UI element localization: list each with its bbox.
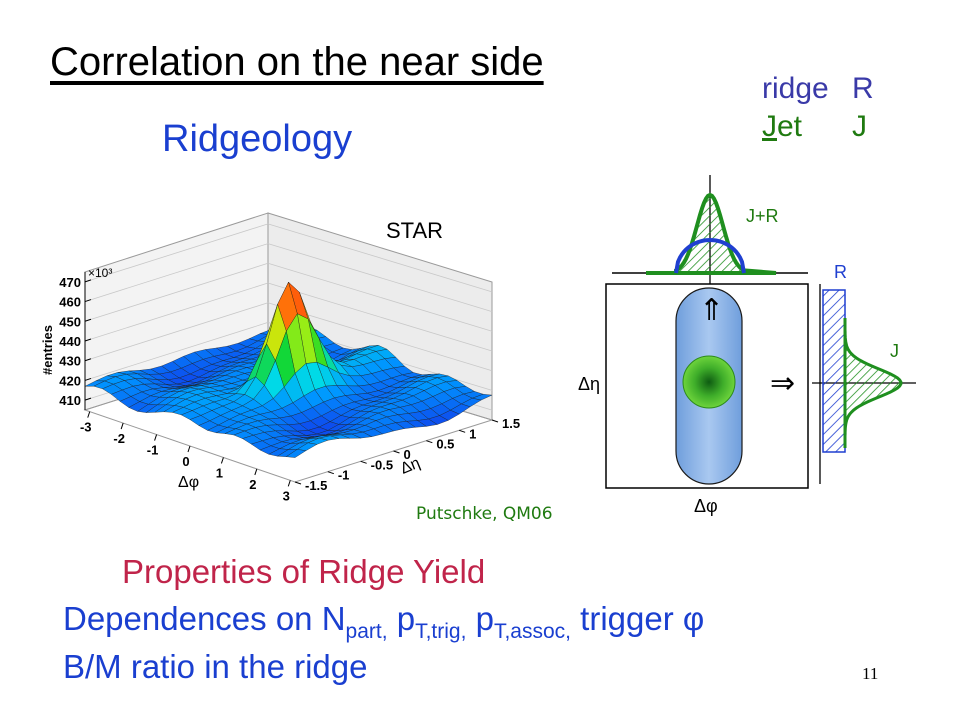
arrow-right-icon: ⇒ bbox=[770, 367, 795, 400]
z-tick-label: 420 bbox=[59, 373, 81, 388]
right-projection-jet-peak bbox=[843, 318, 903, 448]
slide-title: Correlation on the near side bbox=[50, 40, 544, 84]
label-ridge: R bbox=[834, 262, 847, 282]
legend-ridge-symbol: R bbox=[852, 72, 874, 105]
eta-tick-label: 1.5 bbox=[502, 416, 520, 431]
z-axis-title: #entries bbox=[40, 325, 55, 375]
legend-jet-name-initial: J bbox=[762, 110, 777, 143]
legend-ridge-name: ridge bbox=[762, 72, 829, 105]
phi-tick-label: -2 bbox=[113, 431, 125, 446]
z-axis-ticks: 410 420 430 440 450 460 470 bbox=[59, 275, 92, 408]
z-tick-label: 450 bbox=[59, 314, 81, 329]
eta-tick-label: -1 bbox=[338, 468, 350, 483]
phi-axis-label: Δφ bbox=[178, 474, 199, 491]
surface-mesh bbox=[84, 281, 493, 458]
eta-tick-label: -0.5 bbox=[371, 457, 393, 472]
dep-mid1: p bbox=[387, 600, 416, 637]
jet-region bbox=[682, 355, 736, 409]
figure-credit: Putschke, QM06 bbox=[416, 504, 553, 524]
properties-heading: Properties of Ridge Yield bbox=[122, 553, 486, 590]
label-delta-phi: Δφ bbox=[694, 496, 718, 516]
legend-jet-name: Jet bbox=[762, 110, 802, 144]
eta-tick-label: 0.5 bbox=[436, 437, 454, 452]
dep-prefix: Dependences on N bbox=[63, 600, 346, 637]
dep-suffix: trigger φ bbox=[571, 600, 705, 637]
dep-sub-trig: T,trig, bbox=[415, 620, 467, 643]
legend-jet-symbol: J bbox=[852, 110, 867, 143]
eta-tick-label: -1.5 bbox=[305, 478, 327, 493]
z-tick-label: 430 bbox=[59, 354, 81, 369]
surface-cell bbox=[285, 449, 307, 458]
label-delta-eta: Δη bbox=[578, 374, 600, 394]
dep-sub-assoc: T,assoc, bbox=[493, 620, 571, 643]
z-tick-label: 410 bbox=[59, 393, 81, 408]
legend-jet-name-rest: et bbox=[777, 110, 803, 143]
phi-tick-label: 2 bbox=[249, 477, 256, 492]
arrow-up-icon: ⇑ bbox=[699, 294, 724, 327]
dep-sub-part: part, bbox=[345, 620, 388, 643]
z-tick-label: 470 bbox=[59, 275, 81, 290]
dependences-line: Dependences on Npart, pT,trig, pT,assoc,… bbox=[63, 600, 704, 644]
top-projection-ridge-bump bbox=[674, 237, 746, 274]
experiment-label: STAR bbox=[386, 218, 444, 243]
z-tick-label: 440 bbox=[59, 334, 81, 349]
phi-tick-label: 3 bbox=[283, 488, 290, 503]
eta-tick-label: 1 bbox=[469, 426, 476, 441]
ridge-surface-plot: ×10³ #entries 410 420 430 440 450 460 470 -3 -2… bbox=[40, 212, 520, 503]
label-jet-plus-ridge: J+R bbox=[746, 206, 779, 226]
phi-tick-label: -1 bbox=[147, 443, 159, 458]
dep-mid2: p bbox=[466, 600, 494, 637]
z-tick-label: 460 bbox=[59, 295, 81, 310]
ridge-jet-schematic: J+R R J Δη Δφ ⇑ ⇒ bbox=[578, 175, 916, 516]
z-axis-multiplier: ×10³ bbox=[88, 266, 112, 280]
phi-axis-ticks: -3 -2 -1 0 1 2 3 bbox=[80, 411, 291, 503]
phi-tick-label: -3 bbox=[80, 420, 92, 435]
eta-tick-label: 0 bbox=[404, 447, 411, 462]
label-jet: J bbox=[890, 341, 899, 361]
phi-tick-label: 0 bbox=[182, 454, 189, 469]
eta-axis-label: Δη bbox=[398, 455, 423, 478]
page-number: 11 bbox=[862, 664, 879, 683]
top-projection-jet-ridge-peak bbox=[646, 192, 777, 275]
right-projection-ridge-band bbox=[822, 289, 846, 453]
bm-ratio-line: B/M ratio in the ridge bbox=[63, 648, 368, 685]
slide-subtitle: Ridgeology bbox=[162, 118, 353, 160]
eta-axis-ticks: -1.5 -1 -0.5 0 0.5 1 1.5 bbox=[294, 416, 520, 493]
phi-tick-label: 1 bbox=[216, 465, 223, 480]
